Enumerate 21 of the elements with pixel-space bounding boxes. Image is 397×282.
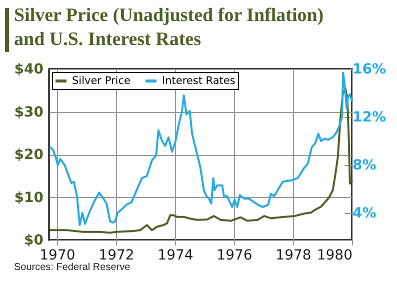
line-series xyxy=(48,72,353,226)
x-tick-label: 1980 xyxy=(316,248,352,264)
y-tick-label: $20 xyxy=(14,147,44,163)
y-tick-label: $0 xyxy=(24,232,44,248)
x-tick-label: 1974 xyxy=(158,248,194,264)
x-tick-label: 1976 xyxy=(216,248,252,264)
y2-tick-label: 4% xyxy=(352,206,376,222)
x-tick-label: 1972 xyxy=(98,248,134,264)
legend-label: Interest Rates xyxy=(162,75,236,87)
line-series xyxy=(48,88,353,234)
y-tick-label: $40 xyxy=(14,62,44,78)
y-tick-label: $30 xyxy=(14,104,44,120)
chart-title: Silver Price (Unadjusted for Inflation) and U.S. Interest Rates xyxy=(14,4,325,52)
y2-tick-label: 8% xyxy=(352,158,376,174)
y2-tick-label: 16% xyxy=(352,62,386,78)
source-note: Sources: Federal Reserve xyxy=(14,262,130,273)
x-tick-label: 1978 xyxy=(276,248,312,264)
legend-label: Silver Price xyxy=(72,75,130,87)
y2-tick-label: 12% xyxy=(352,110,386,126)
x-tick-label: 1970 xyxy=(40,248,76,264)
y-tick-label: $10 xyxy=(14,190,44,206)
